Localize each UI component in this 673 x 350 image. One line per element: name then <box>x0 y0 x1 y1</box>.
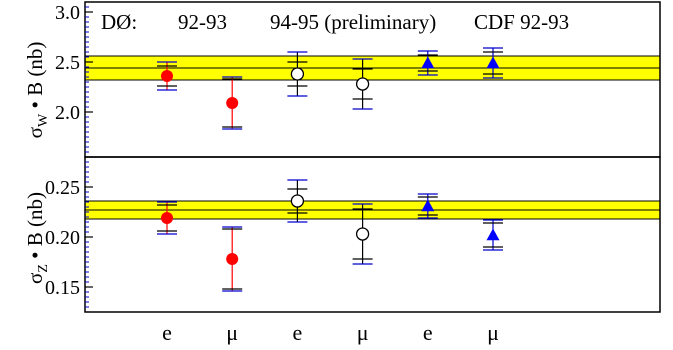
top-data-point <box>352 58 373 110</box>
top-data-point <box>287 51 308 97</box>
top-y-label-rest: • B (nb) <box>23 42 47 114</box>
x-category-label: e <box>293 320 303 345</box>
top-y-label-sub: W <box>36 113 51 127</box>
x-category-label: e <box>423 320 433 345</box>
bottom-data-point <box>287 179 308 223</box>
top-y-tick-label: 3.0 <box>55 2 80 24</box>
x-category-label: e <box>162 320 172 345</box>
top-data-point <box>157 61 177 91</box>
top-y-tick-label: 2.5 <box>55 52 80 74</box>
bottom-marker-filled-circle <box>226 253 239 265</box>
bottom-y-tick-label: 0.15 <box>45 277 80 299</box>
bottom-marker-open-circle <box>355 227 370 241</box>
bottom-y-label-rest: • B (nb) <box>23 192 47 264</box>
top-marker-triangle <box>486 56 500 69</box>
top-marker-triangle <box>421 56 435 69</box>
bottom-y-label-sub: Z <box>36 264 51 273</box>
dataset-label-92-93: 92-93 <box>178 10 227 34</box>
bottom-marker-open-circle <box>290 194 305 208</box>
bottom-marker-triangle <box>486 228 500 241</box>
top-marker-open-circle <box>290 67 305 81</box>
x-category-label: μ <box>487 320 499 345</box>
dataset-label-94-95: 94-95 (preliminary) <box>270 10 436 34</box>
bottom-data-point <box>157 201 177 235</box>
top-y-tick-label: 2.0 <box>55 102 80 124</box>
top-marker-filled-circle <box>161 70 173 82</box>
bottom-marker-filled-circle <box>161 212 173 224</box>
bottom-data-point <box>352 203 373 265</box>
top-marker-open-circle <box>355 77 370 91</box>
w-cross-section-panel: 2.0 2.5 3.0 <box>55 1 661 158</box>
bottom-data-point <box>222 226 243 292</box>
x-category-label: μ <box>226 320 238 345</box>
bottom-y-axis-label: σZ • B (nb) <box>23 192 51 284</box>
x-category-label: μ <box>357 320 369 345</box>
bottom-marker-triangle <box>421 199 435 212</box>
bottom-y-label-main: σ <box>23 273 47 284</box>
z-cross-section-panel: 0.15 0.20 0.25 <box>45 156 661 313</box>
bottom-data-point <box>483 219 503 251</box>
bottom-plot-frame <box>84 156 661 313</box>
top-marker-filled-circle <box>226 97 239 109</box>
bottom-y-tick-label: 0.25 <box>45 177 80 199</box>
experiment-label: DØ: <box>101 10 137 34</box>
bottom-y-tick-label: 0.20 <box>45 227 80 249</box>
bottom-data-point <box>417 193 438 219</box>
top-data-point <box>483 47 503 79</box>
top-data-point <box>222 76 243 130</box>
top-y-label-main: σ <box>23 127 47 138</box>
top-data-point <box>417 50 438 76</box>
top-y-axis-label: σW • B (nb) <box>23 42 51 139</box>
dataset-label-cdf: CDF 92-93 <box>474 10 569 34</box>
